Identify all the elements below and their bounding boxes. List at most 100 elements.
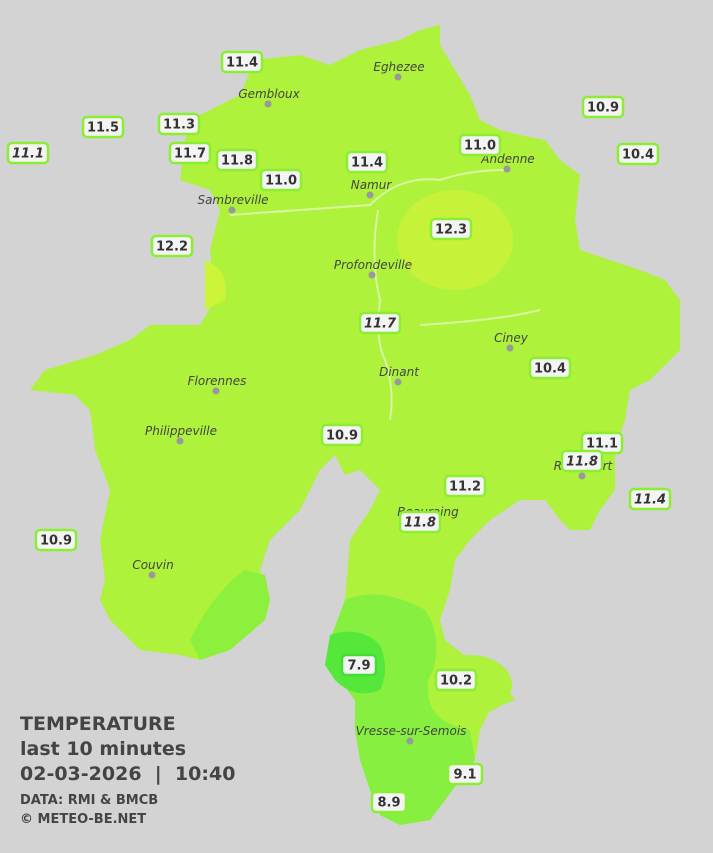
town-dot xyxy=(578,472,586,480)
station-label: 12.2 xyxy=(150,234,194,258)
station-label: 8.9 xyxy=(370,790,408,814)
station-value: 11.3 xyxy=(163,118,195,133)
station-value: 8.9 xyxy=(377,796,400,811)
station-value: 10.9 xyxy=(587,101,619,116)
legend-credit: © METEO-BE.NET xyxy=(20,812,146,827)
station-box xyxy=(259,168,303,192)
town-label: Sambreville xyxy=(197,193,268,207)
station-box xyxy=(528,356,572,380)
station-label: 11.4 xyxy=(628,487,672,511)
station-label: 12.3 xyxy=(429,217,473,241)
station-box xyxy=(628,487,672,511)
town-label: Florennes xyxy=(188,374,247,388)
station-label: 11.1 xyxy=(580,431,624,455)
station-label: 11.8 xyxy=(560,449,604,473)
town-label: Eghezee xyxy=(373,60,424,74)
station-label: 11.8 xyxy=(398,510,442,534)
station-box xyxy=(398,510,442,534)
station-box xyxy=(560,449,604,473)
station-value: 11.0 xyxy=(265,174,297,189)
legend-source: DATA: RMI & BMCB xyxy=(20,793,158,808)
station-label: 10.9 xyxy=(581,95,625,119)
station-box xyxy=(157,112,201,136)
station-label: 10.9 xyxy=(320,423,364,447)
station-value: 9.1 xyxy=(453,768,476,783)
legend-title: TEMPERATURE xyxy=(20,713,176,735)
station-label: 11.0 xyxy=(259,168,303,192)
station-value: 11.2 xyxy=(449,480,481,495)
station-box xyxy=(6,141,50,165)
station-value: 10.9 xyxy=(326,429,358,444)
station-value: 11.8 xyxy=(221,154,253,169)
station-value: 10.4 xyxy=(622,148,654,163)
station-box xyxy=(81,115,125,139)
station-value: 11.8 xyxy=(404,516,436,531)
station-box xyxy=(340,653,378,677)
station-value: 11.8 xyxy=(566,455,598,470)
station-box xyxy=(345,150,389,174)
town-dot xyxy=(503,165,511,173)
town-dot xyxy=(506,344,514,352)
station-box xyxy=(443,474,487,498)
station-value: 12.3 xyxy=(435,223,467,238)
station-label: 11.0 xyxy=(458,133,502,157)
station-box xyxy=(446,762,484,786)
legend-timestamp: 02-03-2026 | 10:40 xyxy=(20,763,235,785)
station-box xyxy=(429,217,473,241)
town-dot xyxy=(406,737,414,745)
station-box xyxy=(320,423,364,447)
station-label: 10.9 xyxy=(34,528,78,552)
station-label: 10.4 xyxy=(616,142,660,166)
station-box xyxy=(581,95,625,119)
station-value: 11.4 xyxy=(351,156,383,171)
station-box xyxy=(215,148,259,172)
town-label: Philippeville xyxy=(145,424,217,438)
town-dot xyxy=(394,378,402,386)
station-value: 11.1 xyxy=(12,147,44,162)
station-label: 11.7 xyxy=(358,311,402,335)
station-box xyxy=(168,141,212,165)
station-label: 11.8 xyxy=(215,148,259,172)
station-value: 10.9 xyxy=(40,534,72,549)
station-box xyxy=(220,50,264,74)
station-label: 11.1 xyxy=(6,141,50,165)
town-dot xyxy=(368,271,376,279)
station-box xyxy=(458,133,502,157)
station-box xyxy=(358,311,402,335)
station-box xyxy=(370,790,408,814)
station-label: 11.4 xyxy=(220,50,264,74)
town-label: Dinant xyxy=(379,365,420,379)
station-value: 11.5 xyxy=(87,121,119,136)
station-box xyxy=(150,234,194,258)
town-label: Ciney xyxy=(494,331,529,345)
legend-subtitle: last 10 minutes xyxy=(20,738,186,760)
station-value: 12.2 xyxy=(156,240,188,255)
station-value: 7.9 xyxy=(347,659,370,674)
station-value: 11.0 xyxy=(464,139,496,154)
station-label: 10.2 xyxy=(434,668,478,692)
station-box xyxy=(616,142,660,166)
town-dot xyxy=(366,191,374,199)
town-dot xyxy=(264,100,272,108)
town-label: Namur xyxy=(351,178,393,192)
station-value: 11.7 xyxy=(174,147,206,162)
station-label: 11.3 xyxy=(157,112,201,136)
station-label: 9.1 xyxy=(446,762,484,786)
town-label: Profondeville xyxy=(334,258,412,272)
station-box xyxy=(34,528,78,552)
station-value: 10.2 xyxy=(440,674,472,689)
station-value: 11.1 xyxy=(586,437,618,452)
town-dot xyxy=(394,73,402,81)
town-dot xyxy=(228,206,236,214)
station-value: 10.4 xyxy=(534,362,566,377)
town-dot xyxy=(212,387,220,395)
town-dot xyxy=(148,571,156,579)
station-value: 11.4 xyxy=(634,493,666,508)
station-box xyxy=(434,668,478,692)
station-label: 7.9 xyxy=(340,653,378,677)
station-value: 11.4 xyxy=(226,56,258,71)
station-label: 11.7 xyxy=(168,141,212,165)
station-label: 11.2 xyxy=(443,474,487,498)
station-value: 11.7 xyxy=(364,317,397,332)
